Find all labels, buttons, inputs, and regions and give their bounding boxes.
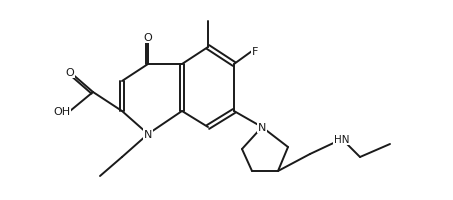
Text: O: O [144,33,152,43]
Text: N: N [144,129,152,139]
Text: N: N [258,122,266,132]
Text: HN: HN [334,134,350,144]
Text: F: F [252,47,258,57]
Text: O: O [66,68,74,78]
Text: OH: OH [53,106,70,116]
